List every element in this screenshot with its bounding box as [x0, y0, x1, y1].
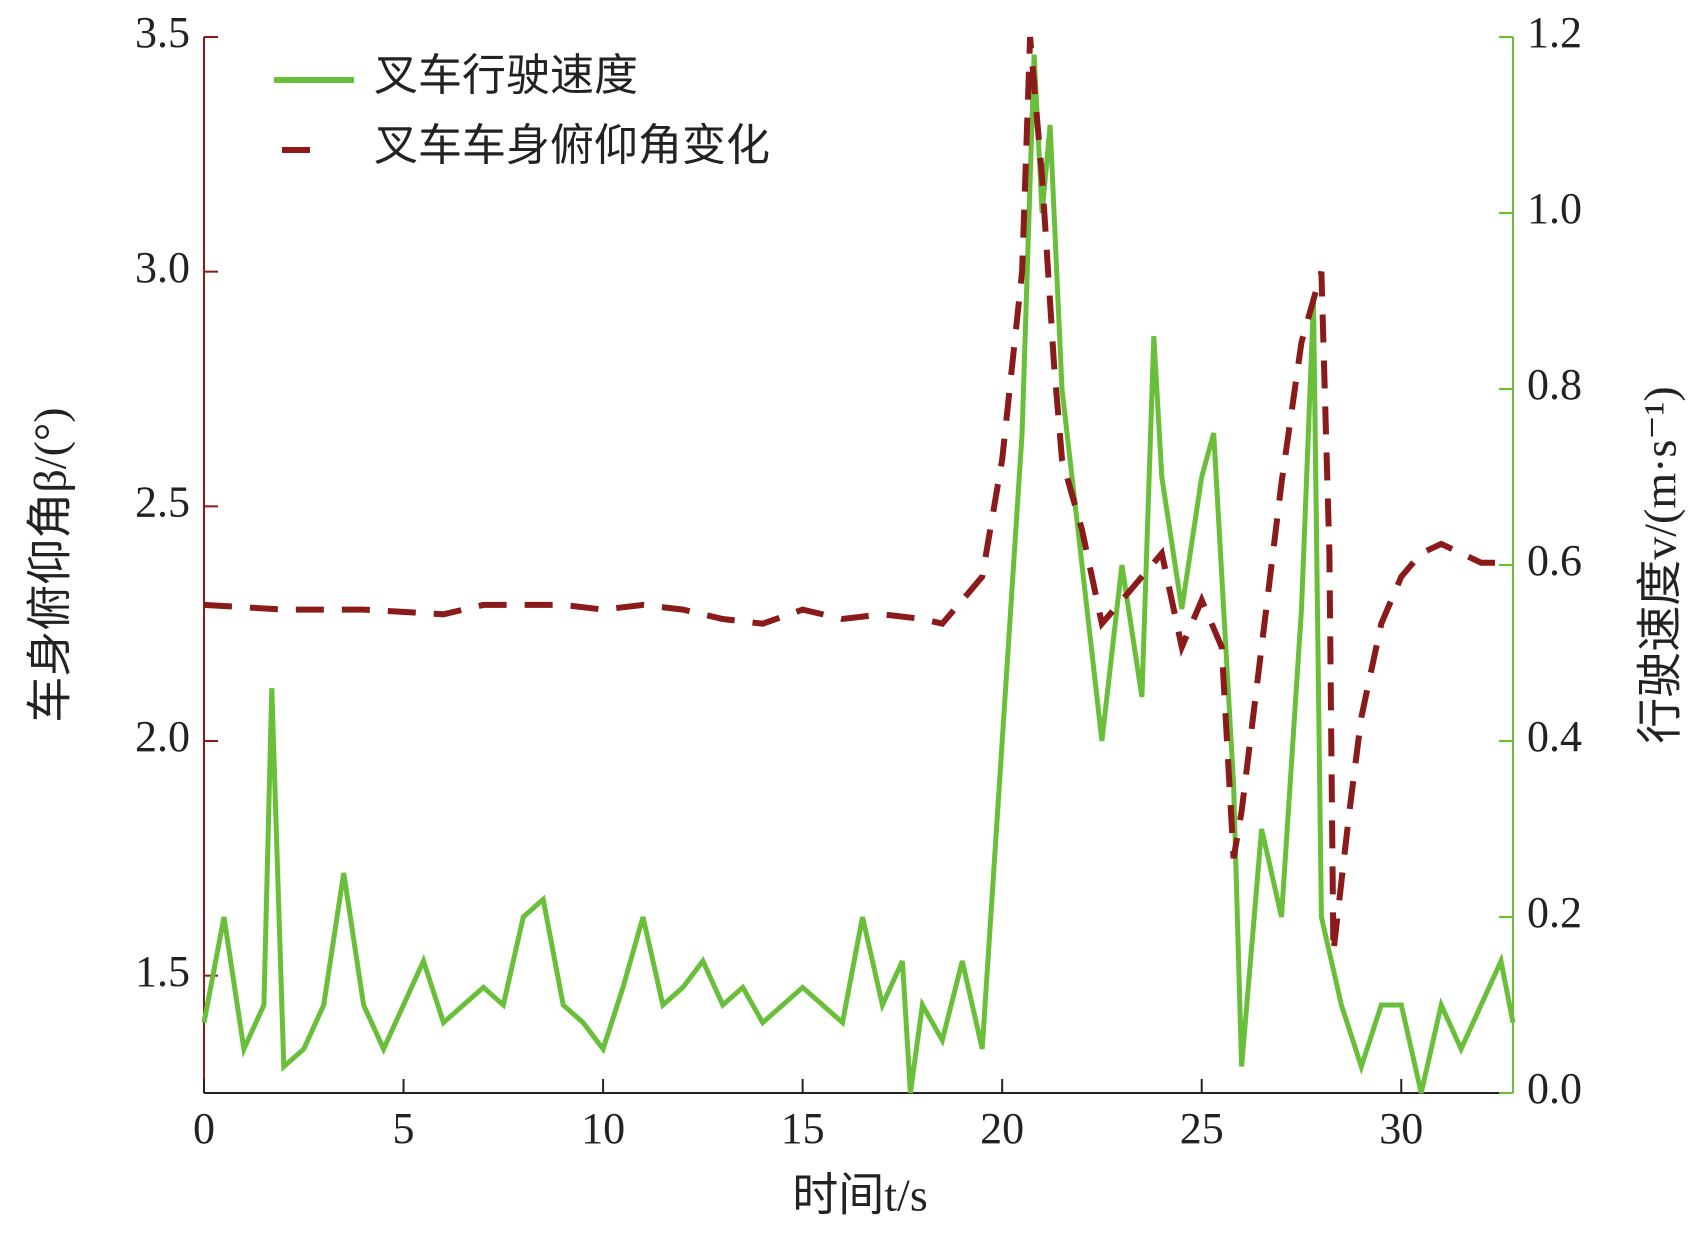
y2-tick-label: 0.8 — [1527, 360, 1582, 409]
y-tick-label: 1.5 — [135, 947, 190, 996]
data-line — [201, 54, 1516, 1094]
x-axis-label: 时间t/s — [792, 1170, 927, 1221]
y-tick-label: 2.5 — [135, 477, 190, 526]
y2-tick-label: 0.0 — [1527, 1064, 1582, 1113]
y2-tick-label: 1.2 — [1527, 8, 1582, 57]
x-tick-label: 25 — [1180, 1104, 1224, 1153]
y2-tick-label: 0.6 — [1527, 536, 1582, 585]
legend-label: 叉车车身俯仰角变化 — [374, 121, 770, 170]
y2-axis-label: 行驶速度v/(m·s⁻¹) — [1635, 386, 1686, 744]
x-tick-label: 0 — [193, 1104, 215, 1153]
data-line — [203, 36, 1513, 953]
y2-tick-label: 0.2 — [1527, 888, 1582, 937]
x-tick-label: 20 — [980, 1104, 1024, 1153]
y2-tick-label: 0.4 — [1527, 712, 1582, 761]
x-tick-label: 5 — [393, 1104, 415, 1153]
x-tick-label: 15 — [781, 1104, 825, 1153]
y-tick-label: 2.0 — [135, 712, 190, 761]
y-tick-label: 3.0 — [135, 243, 190, 292]
y-tick-label: 3.5 — [135, 8, 190, 57]
x-tick-label: 30 — [1379, 1104, 1423, 1153]
y-axis-label: 车身俯仰角β/(°) — [25, 407, 76, 722]
y2-tick-label: 1.0 — [1527, 184, 1582, 233]
x-tick-label: 10 — [581, 1104, 625, 1153]
legend-label: 叉车行驶速度 — [374, 51, 638, 100]
